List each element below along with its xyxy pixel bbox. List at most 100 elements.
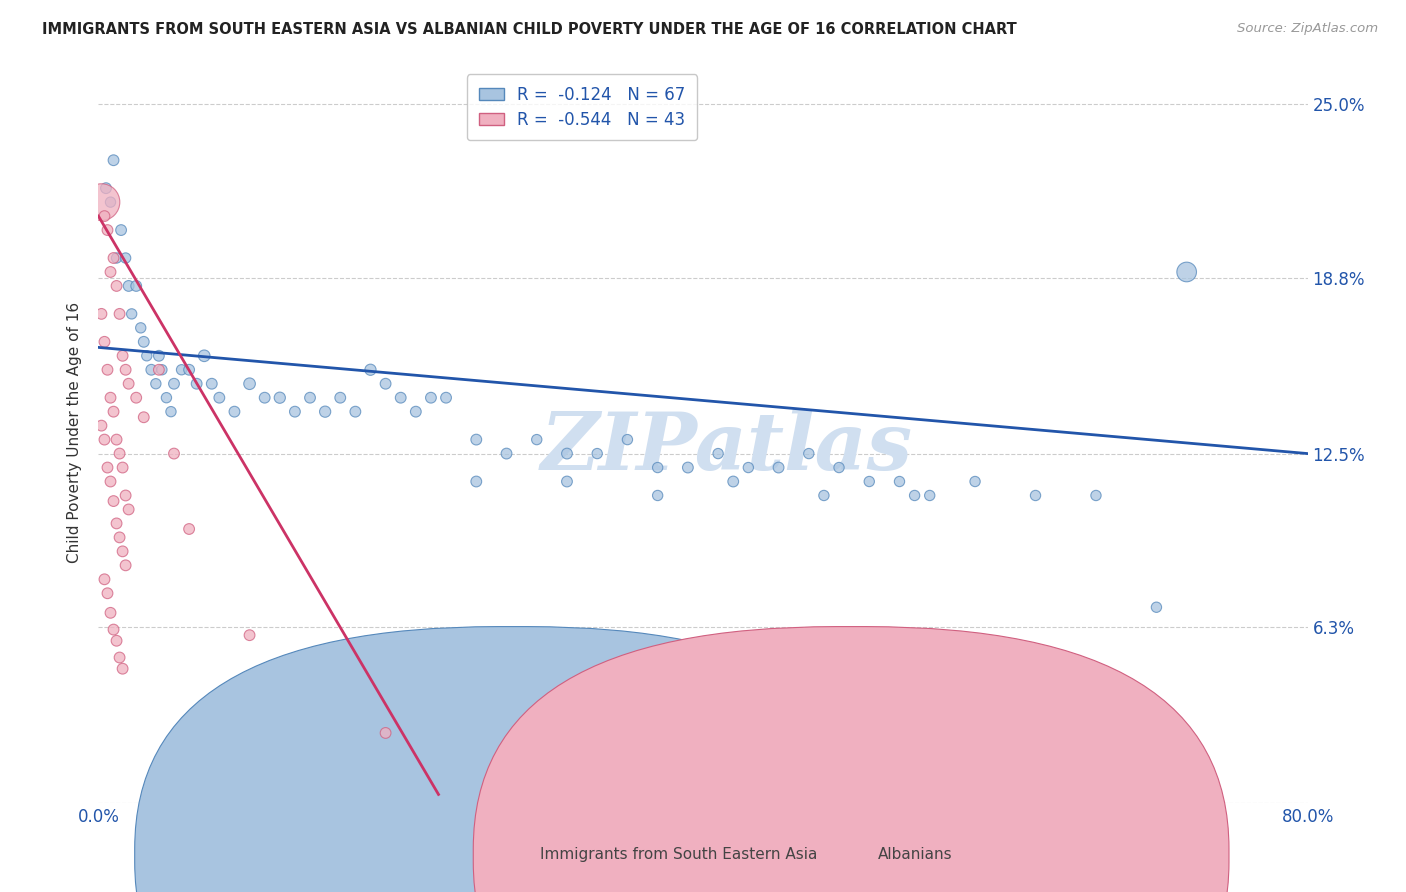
Y-axis label: Child Poverty Under the Age of 16: Child Poverty Under the Age of 16: [67, 302, 83, 563]
Point: [858, 475, 880, 489]
Legend: R =  -0.124   N = 67, R =  -0.544   N = 43: R = -0.124 N = 67, R = -0.544 N = 43: [467, 74, 697, 140]
Point: [103, 405, 125, 419]
Point: [132, 410, 155, 425]
Point: [299, 391, 322, 405]
Point: [100, 475, 122, 489]
Point: [114, 558, 136, 573]
Point: [118, 502, 141, 516]
Point: [90, 307, 112, 321]
Point: [141, 363, 163, 377]
Point: [105, 516, 128, 531]
Point: [224, 405, 246, 419]
Point: [150, 363, 173, 377]
Point: [186, 376, 208, 391]
Point: [94, 181, 117, 195]
Point: [889, 475, 911, 489]
Point: [125, 391, 148, 405]
Point: [93, 433, 115, 447]
Point: [105, 251, 128, 265]
Point: [114, 363, 136, 377]
Point: [111, 349, 134, 363]
Point: [616, 433, 638, 447]
Point: [110, 223, 132, 237]
Point: [239, 376, 262, 391]
Point: [135, 349, 157, 363]
Point: [555, 446, 578, 460]
Point: [314, 405, 336, 419]
Point: [96, 460, 118, 475]
Point: [768, 460, 790, 475]
Point: [132, 334, 155, 349]
Point: [360, 363, 382, 377]
Point: [125, 279, 148, 293]
Point: [904, 488, 927, 502]
Point: [676, 460, 699, 475]
Point: [118, 376, 141, 391]
Point: [160, 405, 183, 419]
Point: [93, 209, 115, 223]
Point: [103, 494, 125, 508]
Point: [111, 460, 134, 475]
Point: [647, 460, 669, 475]
Point: [465, 475, 488, 489]
Point: [965, 475, 987, 489]
Point: [269, 391, 291, 405]
Point: [145, 376, 167, 391]
Point: [129, 321, 152, 335]
Point: [208, 391, 231, 405]
Point: [100, 391, 122, 405]
Point: [163, 376, 186, 391]
Point: [105, 279, 128, 293]
Point: [828, 460, 851, 475]
Point: [405, 405, 427, 419]
Point: [111, 544, 134, 558]
Point: [329, 391, 352, 405]
Point: [163, 446, 186, 460]
Point: [93, 572, 115, 586]
Point: [155, 391, 177, 405]
Point: [90, 418, 112, 433]
Point: [108, 530, 131, 544]
Text: Source: ZipAtlas.com: Source: ZipAtlas.com: [1237, 22, 1378, 36]
Point: [253, 391, 276, 405]
Text: ZIPatlas: ZIPatlas: [541, 409, 914, 486]
Point: [114, 251, 136, 265]
Point: [100, 195, 122, 210]
Point: [108, 650, 131, 665]
Point: [111, 662, 134, 676]
Point: [737, 460, 759, 475]
Point: [96, 223, 118, 237]
Point: [723, 475, 745, 489]
Point: [374, 376, 396, 391]
Text: IMMIGRANTS FROM SOUTH EASTERN ASIA VS ALBANIAN CHILD POVERTY UNDER THE AGE OF 16: IMMIGRANTS FROM SOUTH EASTERN ASIA VS AL…: [42, 22, 1017, 37]
Point: [239, 628, 262, 642]
Point: [434, 391, 457, 405]
Point: [1144, 600, 1167, 615]
Point: [100, 265, 122, 279]
Point: [179, 522, 201, 536]
Point: [813, 488, 835, 502]
Point: [1085, 488, 1108, 502]
Point: [179, 363, 201, 377]
Point: [201, 376, 224, 391]
Point: [374, 726, 396, 740]
FancyBboxPatch shape: [135, 626, 890, 892]
Point: [1175, 265, 1198, 279]
Point: [284, 405, 307, 419]
Point: [96, 586, 118, 600]
Point: [586, 446, 609, 460]
Point: [193, 349, 215, 363]
Point: [495, 446, 517, 460]
Point: [148, 363, 170, 377]
Point: [105, 633, 128, 648]
Point: [465, 433, 488, 447]
Point: [93, 334, 115, 349]
Point: [90, 195, 112, 210]
Point: [148, 349, 170, 363]
Point: [103, 153, 125, 168]
Point: [96, 363, 118, 377]
Text: Albanians: Albanians: [879, 847, 953, 863]
Point: [1024, 488, 1046, 502]
Point: [118, 279, 141, 293]
Point: [103, 623, 125, 637]
